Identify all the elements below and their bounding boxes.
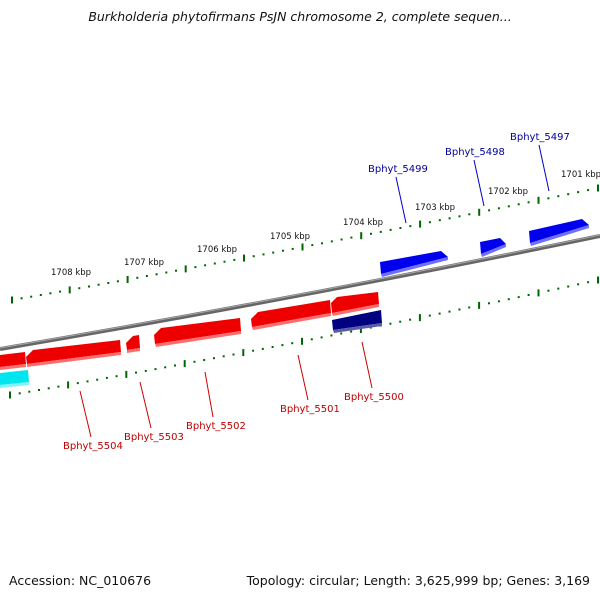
gene-bphyt-5497[interactable] bbox=[529, 219, 589, 246]
gene-bphyt-5504[interactable] bbox=[26, 340, 121, 367]
scale-label-1707: 1707 kbp bbox=[124, 258, 164, 268]
scale-label-1701: 1701 kbp bbox=[561, 170, 600, 180]
leader-line-5501 bbox=[297, 354, 309, 401]
gene-label-5502[interactable]: Bphyt_5502 bbox=[186, 421, 246, 432]
scale-label-1702: 1702 kbp bbox=[488, 187, 528, 197]
genome-summary-text: Topology: circular; Length: 3,625,999 bp… bbox=[246, 573, 590, 588]
scale-label-1704: 1704 kbp bbox=[343, 218, 383, 228]
scale-label-1708: 1708 kbp bbox=[51, 268, 91, 278]
leader-line-5502 bbox=[204, 371, 214, 418]
leader-line-5497 bbox=[538, 144, 550, 192]
leader-line-5504 bbox=[79, 390, 92, 438]
gene-bphyt-5502[interactable] bbox=[154, 318, 241, 347]
chromosome-backbone bbox=[0, 234, 600, 351]
upper-tick-ruler bbox=[11, 184, 599, 304]
gene-label-5499[interactable]: Bphyt_5499 bbox=[368, 164, 428, 175]
gene-label-5500[interactable]: Bphyt_5500 bbox=[344, 392, 404, 403]
leader-line-5499 bbox=[395, 176, 407, 224]
gene-bphyt-5501[interactable] bbox=[251, 300, 331, 330]
gene-bphyt-5503[interactable] bbox=[126, 335, 140, 353]
selected-gene-highlight[interactable] bbox=[332, 310, 382, 333]
gene-partial-left-red[interactable] bbox=[0, 352, 26, 370]
chromosome-backbone-highlight bbox=[0, 234, 600, 349]
accession-text: Accession: NC_010676 bbox=[9, 573, 152, 588]
gene-label-5501[interactable]: Bphyt_5501 bbox=[280, 404, 340, 415]
scale-label-1706: 1706 kbp bbox=[197, 245, 237, 255]
page-title: Burkholderia phytofirmans PsJN chromosom… bbox=[88, 9, 512, 24]
gene-label-5503[interactable]: Bphyt_5503 bbox=[124, 432, 184, 443]
gene-label-5504[interactable]: Bphyt_5504 bbox=[63, 441, 123, 452]
scale-label-1705: 1705 kbp bbox=[270, 232, 310, 242]
leader-line-5500 bbox=[361, 341, 373, 389]
gene-label-5498[interactable]: Bphyt_5498 bbox=[445, 147, 505, 158]
gene-label-5497[interactable]: Bphyt_5497 bbox=[510, 132, 570, 143]
scale-label-1703: 1703 kbp bbox=[415, 203, 455, 213]
rna-feature-partial[interactable] bbox=[0, 370, 29, 388]
leader-line-5498 bbox=[473, 159, 485, 207]
gene-bphyt-5499[interactable] bbox=[380, 251, 448, 277]
lower-tick-ruler bbox=[9, 276, 599, 399]
gene-bphyt-5498[interactable] bbox=[480, 238, 506, 257]
leader-line-5503 bbox=[139, 381, 152, 429]
gene-bphyt-5500[interactable] bbox=[331, 292, 379, 316]
